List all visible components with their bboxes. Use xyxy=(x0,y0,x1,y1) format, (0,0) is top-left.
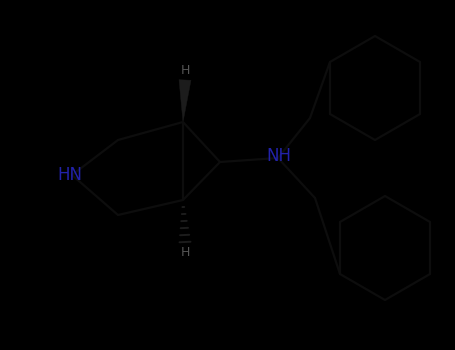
Text: HN: HN xyxy=(57,166,82,184)
Polygon shape xyxy=(179,80,191,122)
Text: H: H xyxy=(180,245,190,259)
Text: H: H xyxy=(180,63,190,77)
Text: NH: NH xyxy=(267,147,292,165)
